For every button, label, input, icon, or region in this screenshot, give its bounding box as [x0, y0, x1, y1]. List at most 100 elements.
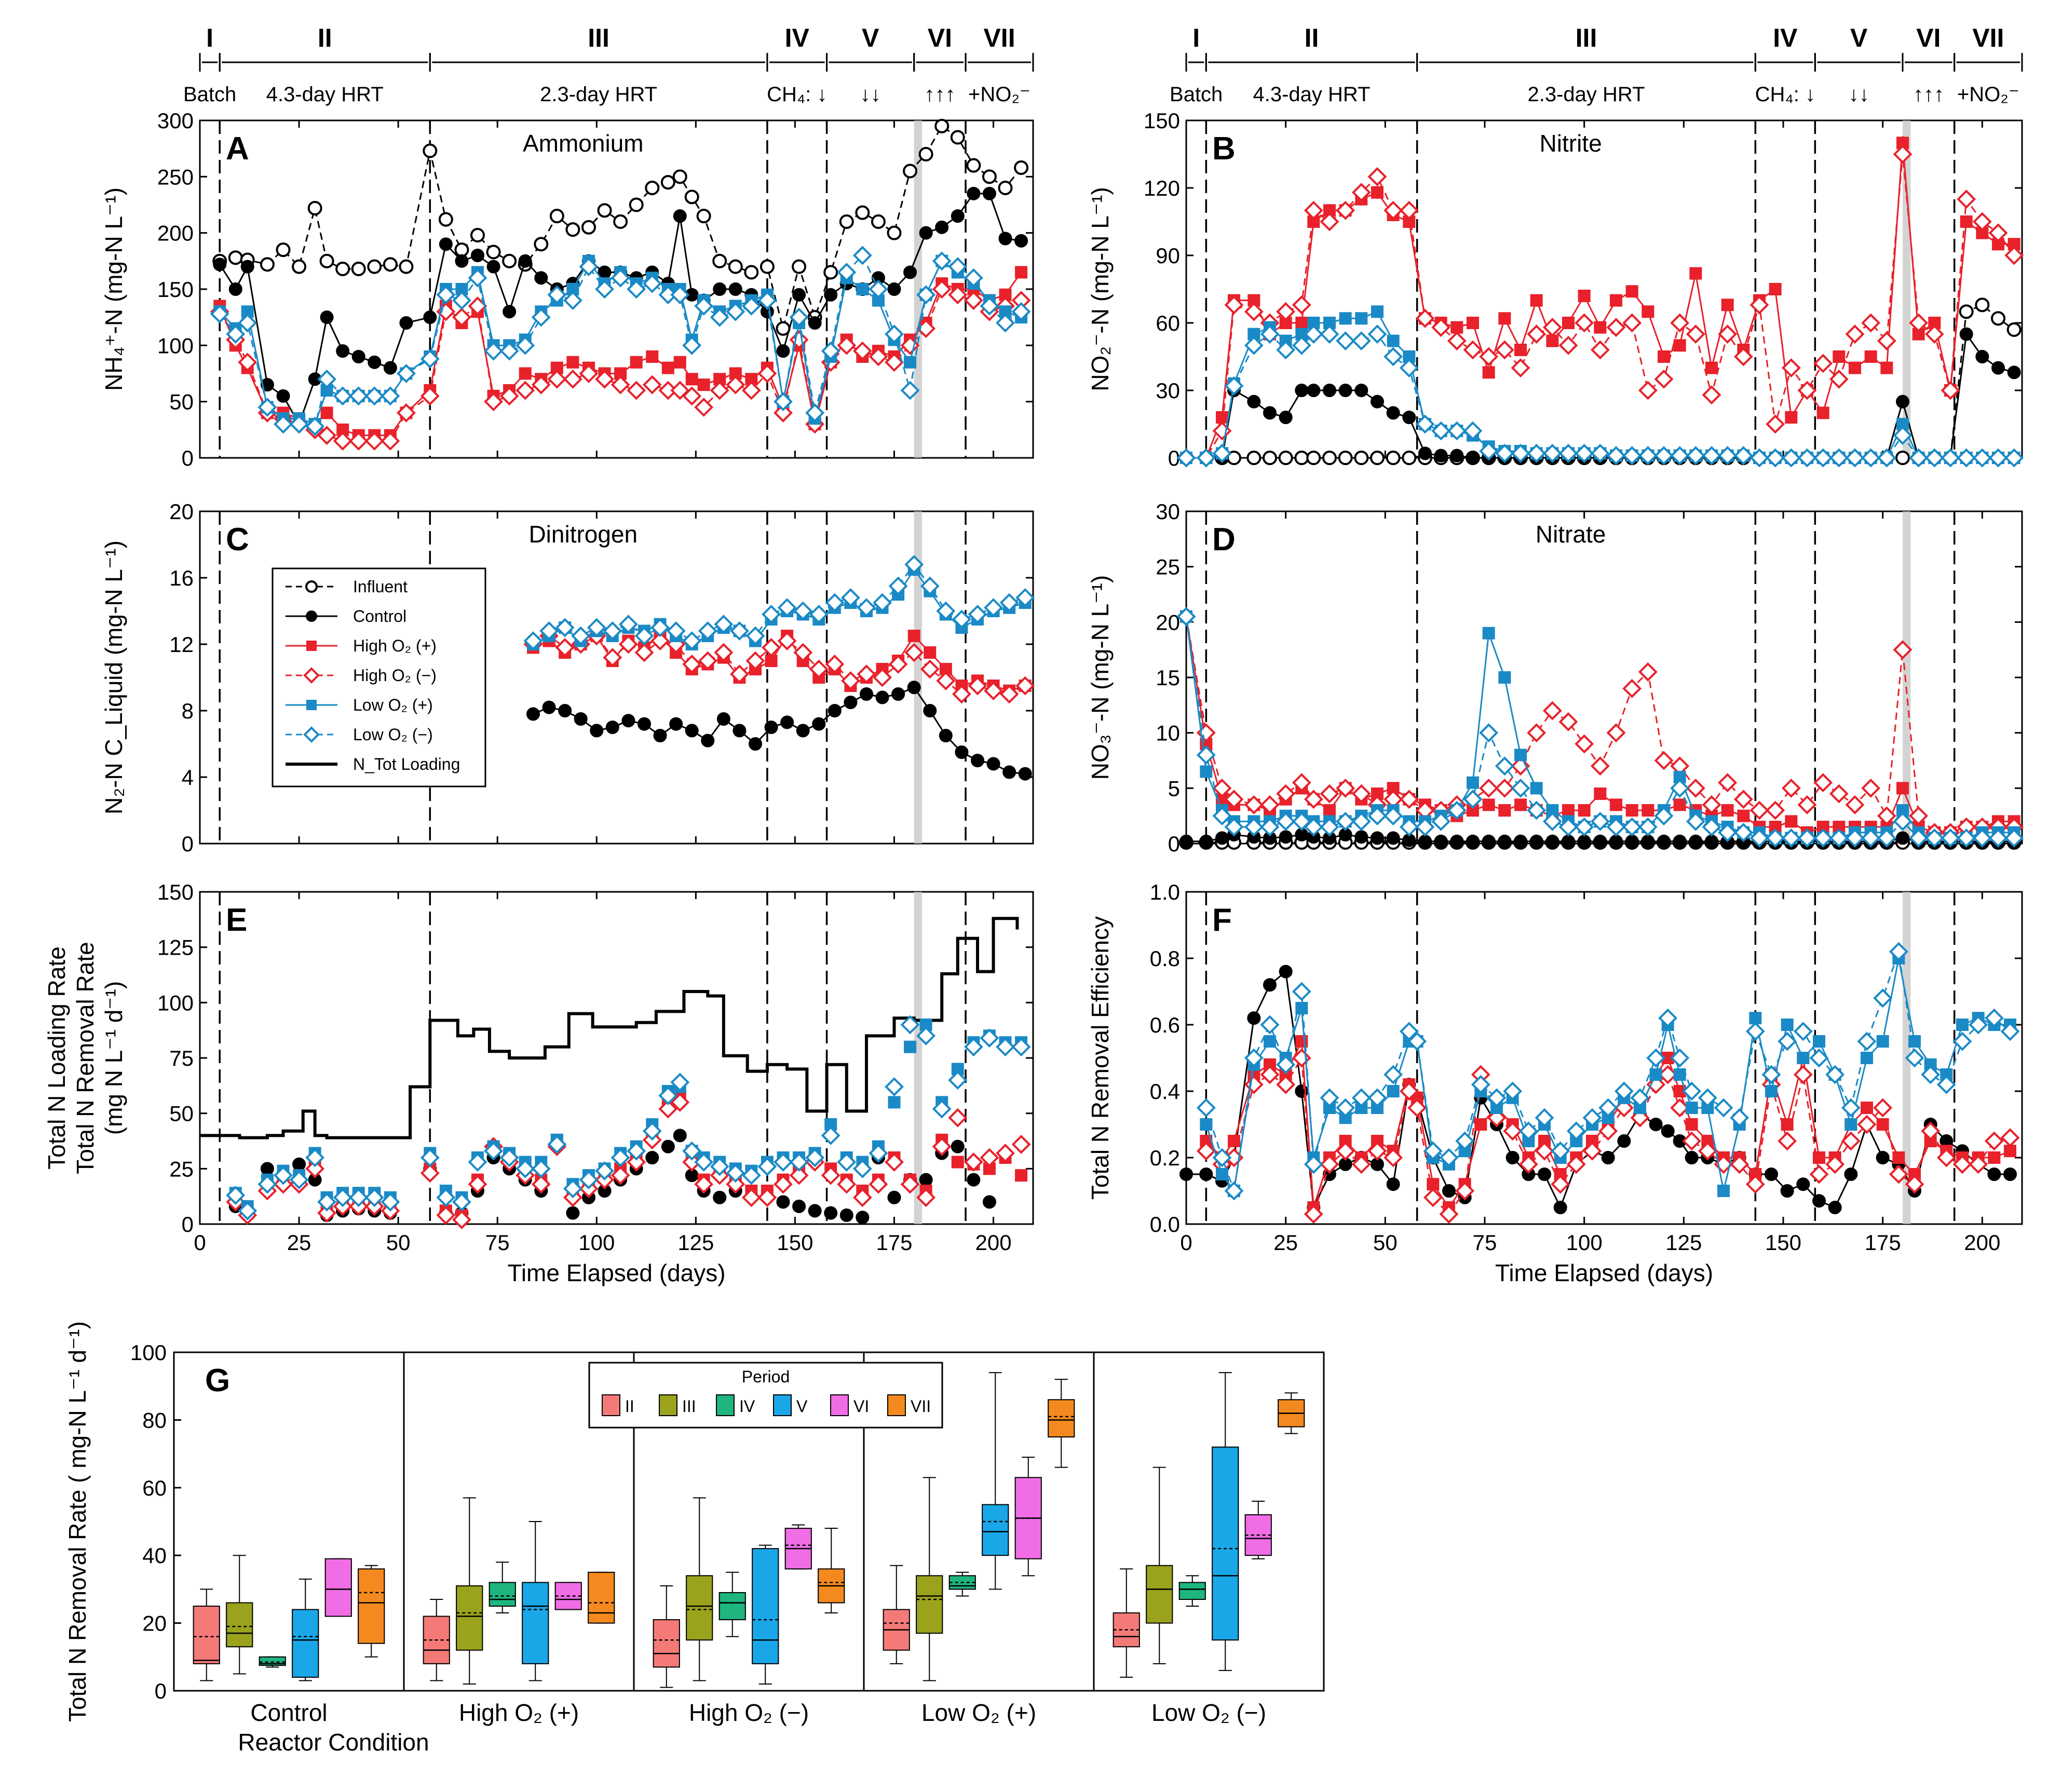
- point-marker: [713, 282, 727, 296]
- point-marker: [1957, 448, 1976, 468]
- point-marker: [1590, 443, 1610, 463]
- point-marker: [1336, 811, 1355, 831]
- point-marker: [1402, 451, 1417, 465]
- point-marker: [1199, 1167, 1213, 1181]
- point-marker: [1877, 828, 1896, 848]
- point-marker: [1670, 313, 1690, 333]
- box-LowO-V: [1212, 1372, 1239, 1671]
- point-marker: [1306, 451, 1321, 465]
- point-marker: [1582, 1108, 1602, 1128]
- point-marker: [1601, 1151, 1615, 1164]
- box-HighO-IV: [489, 1562, 516, 1614]
- point-marker: [1649, 1118, 1663, 1131]
- point-marker: [276, 242, 291, 257]
- point-marker: [238, 313, 257, 333]
- series-low_neg: [210, 246, 1031, 436]
- point-marker: [1845, 828, 1865, 848]
- point-marker: [603, 621, 622, 641]
- point-marker: [381, 386, 400, 406]
- point-marker: [1418, 446, 1432, 460]
- point-marker: [317, 426, 336, 445]
- point-marker: [1011, 1037, 1031, 1057]
- point-marker: [1558, 817, 1578, 837]
- point-marker: [1423, 1188, 1443, 1207]
- y-tick-label: 250: [157, 165, 194, 189]
- point-marker: [619, 615, 638, 634]
- point-marker: [1909, 313, 1929, 333]
- point-marker: [566, 1206, 580, 1220]
- point-marker: [1407, 1031, 1427, 1051]
- point-marker: [821, 1125, 840, 1145]
- point-marker: [673, 356, 686, 369]
- point-marker: [839, 214, 854, 229]
- point-marker: [682, 386, 702, 406]
- point-marker: [1893, 640, 1913, 660]
- y-tick-label: 75: [169, 1046, 194, 1070]
- point-marker: [1338, 384, 1352, 397]
- series-line-high_neg: [1186, 154, 2015, 459]
- plot-frame: [199, 510, 1034, 845]
- point-marker: [1455, 1181, 1475, 1201]
- point-marker: [1991, 361, 2005, 375]
- point-marker: [574, 712, 588, 726]
- y-tick-label: 60: [142, 1476, 167, 1500]
- point-marker: [1941, 381, 1960, 400]
- x-tick-label: 125: [1665, 1230, 1702, 1255]
- point-marker: [759, 259, 775, 274]
- point-marker: [351, 262, 366, 276]
- point-marker: [2004, 246, 2024, 265]
- point-marker: [542, 700, 556, 714]
- y-tick-label: 0: [182, 446, 194, 470]
- point-marker: [1354, 384, 1368, 397]
- point-marker: [774, 1174, 793, 1194]
- point-marker: [1482, 366, 1495, 379]
- point-marker: [1617, 1134, 1631, 1148]
- point-marker: [381, 431, 400, 451]
- y-tick-label: 0: [1168, 832, 1180, 856]
- y-tick-label: 200: [157, 221, 194, 246]
- y-tick-label: 150: [157, 277, 194, 302]
- point-marker: [1551, 1141, 1570, 1161]
- point-marker: [1402, 411, 1416, 424]
- point-marker: [673, 1129, 687, 1143]
- point-marker: [1809, 1164, 1829, 1184]
- point-marker: [597, 203, 612, 218]
- period-label: +NO₂⁻: [968, 83, 1030, 106]
- point-marker: [240, 260, 254, 274]
- point-marker: [1387, 334, 1400, 347]
- point-marker: [1686, 324, 1705, 344]
- point-marker: [1320, 1088, 1339, 1108]
- period-roman: I: [206, 23, 213, 52]
- point-marker: [672, 169, 687, 184]
- legend-label: Low O₂ (+): [353, 696, 433, 714]
- point-marker: [1292, 773, 1311, 793]
- point-marker: [873, 593, 892, 613]
- point-marker: [916, 1026, 936, 1046]
- point-marker: [307, 201, 322, 215]
- point-marker: [621, 714, 635, 728]
- point-marker: [1442, 1184, 1456, 1198]
- x-tick-label: 150: [777, 1230, 813, 1255]
- point-marker: [951, 1139, 965, 1153]
- point-marker: [642, 1121, 662, 1141]
- box-rect: [226, 1602, 253, 1648]
- point-marker: [907, 630, 920, 642]
- point-marker: [531, 307, 551, 327]
- point-marker: [919, 226, 933, 240]
- period-label: ↑↑↑: [1913, 83, 1944, 106]
- point-marker: [436, 1188, 456, 1207]
- point-marker: [1577, 834, 1591, 848]
- point-marker: [1463, 340, 1483, 360]
- point-marker: [1351, 183, 1371, 202]
- point-marker: [1439, 1148, 1459, 1167]
- box-rect: [1178, 1582, 1206, 1600]
- y-tick-label: 120: [1144, 176, 1180, 200]
- point-marker: [1212, 806, 1232, 826]
- point-marker: [1015, 266, 1028, 279]
- point-marker: [436, 1205, 456, 1225]
- point-marker: [499, 1148, 519, 1167]
- x-tick-label: 0: [194, 1230, 206, 1255]
- point-marker: [1386, 451, 1401, 465]
- point-marker: [996, 1144, 1015, 1163]
- point-marker: [333, 386, 352, 406]
